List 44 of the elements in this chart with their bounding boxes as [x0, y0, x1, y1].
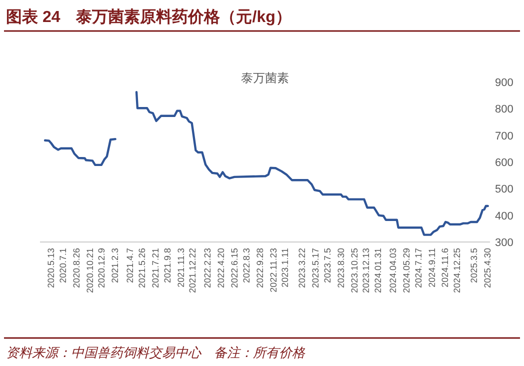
x-tick-label: 2021.9.8 [162, 248, 172, 284]
x-tick-label: 2021.7.21 [150, 248, 161, 288]
x-tick-label: 2022.11.23 [268, 248, 278, 292]
x-tick-label: 2021.5.26 [137, 248, 148, 288]
y-tick-label: 600 [495, 157, 514, 169]
x-tick-label: 2024.11.6 [440, 248, 450, 288]
x-tick-label: 2025.4.30 [482, 248, 492, 288]
x-tick-label: 2025.3.5 [468, 248, 479, 284]
x-tick-label: 2020.7.1 [58, 248, 68, 284]
x-tick-label: 2023.8.30 [336, 248, 346, 288]
x-tick-label: 2021.2.3 [110, 248, 120, 284]
x-tick-label: 2023.3.22 [297, 248, 308, 288]
x-tick-label: 2021.12.22 [188, 248, 198, 294]
x-tick-label: 2020.12.9 [96, 248, 107, 288]
x-tick-label: 2022.8.3 [241, 248, 252, 284]
x-tick-label: 2023.5.17 [310, 248, 321, 288]
x-tick-label: 2024.05.29 [401, 248, 412, 294]
x-tick-label: 2024.04.03 [388, 248, 398, 294]
x-tick-label: 2024.01.31 [372, 248, 383, 294]
chart-title: 图表 24 泰万菌素原料药价格（元/kg） [6, 8, 292, 26]
y-tick-label: 900 [495, 77, 514, 89]
x-tick-label: 2024.9.11 [426, 248, 437, 288]
y-tick-label: 500 [495, 184, 514, 196]
x-tick-label: 2024.7.17 [413, 248, 424, 288]
y-tick-label: 300 [495, 237, 514, 249]
chart-subtitle: 泰万菌素 [241, 71, 289, 85]
x-tick-label: 2023.1.11 [280, 248, 290, 288]
x-tick-label: 2024.12.25 [452, 248, 462, 294]
x-tick-label: 2021.4.7 [125, 248, 136, 284]
text: 资料来源：中国兽药饲料交易中心 备注：所有价格 [6, 345, 306, 360]
y-tick-label: 800 [495, 104, 514, 116]
x-tick-label: 2020.5.13 [46, 248, 56, 288]
y-tick-label: 700 [495, 130, 514, 142]
x-tick-label: 2023.7.5 [322, 248, 332, 284]
y-tick-label: 400 [495, 210, 514, 222]
x-tick-label: 2022.2.23 [202, 248, 213, 288]
x-tick-label: 2023.10.25 [349, 248, 360, 294]
x-tick-label: 2022.9.28 [254, 248, 265, 288]
x-tick-label: 2023.12.13 [361, 248, 372, 294]
x-tick-label: 2022.6.15 [230, 248, 240, 288]
x-tick-label: 2022.4.20 [216, 248, 226, 288]
x-tick-label: 2020.8.26 [71, 248, 82, 288]
x-tick-label: 2020.10.21 [84, 248, 95, 294]
x-tick-label: 2021.11.3 [176, 248, 186, 288]
